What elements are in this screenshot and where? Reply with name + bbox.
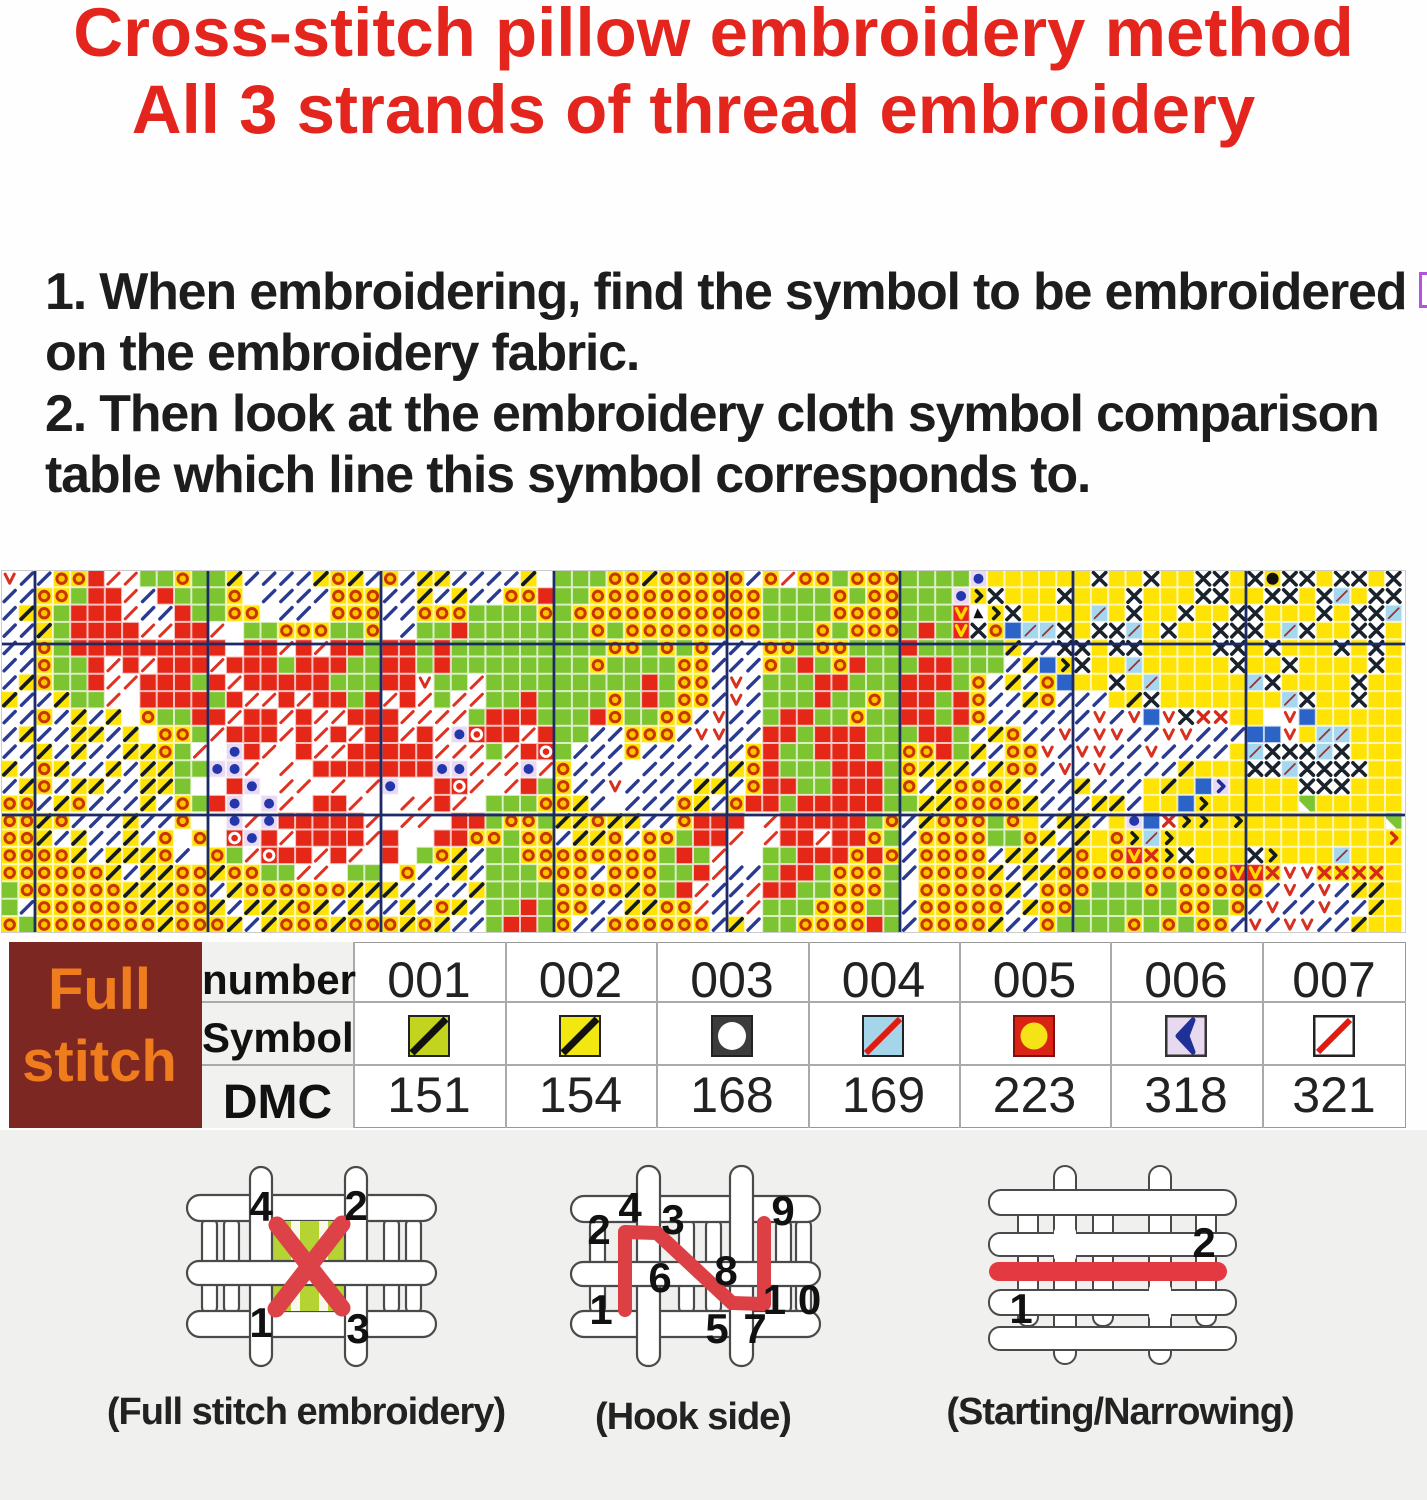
svg-text:7: 7 [743, 1305, 766, 1352]
svg-text:1: 1 [589, 1286, 612, 1333]
svg-text:5: 5 [705, 1305, 728, 1352]
svg-text:1: 1 [249, 1299, 272, 1346]
svg-text:4: 4 [249, 1183, 273, 1230]
svg-text:6: 6 [648, 1254, 671, 1301]
svg-text:1: 1 [1009, 1285, 1032, 1332]
svg-text:1 0: 1 0 [763, 1276, 821, 1323]
svg-text:2: 2 [344, 1182, 367, 1229]
svg-text:3: 3 [661, 1196, 684, 1243]
svg-text:3: 3 [346, 1305, 369, 1352]
svg-text:8: 8 [714, 1247, 737, 1294]
svg-text:2: 2 [1192, 1219, 1215, 1266]
svg-text:2: 2 [587, 1206, 610, 1253]
svg-text:9: 9 [771, 1187, 794, 1234]
svg-text:4: 4 [618, 1184, 642, 1231]
